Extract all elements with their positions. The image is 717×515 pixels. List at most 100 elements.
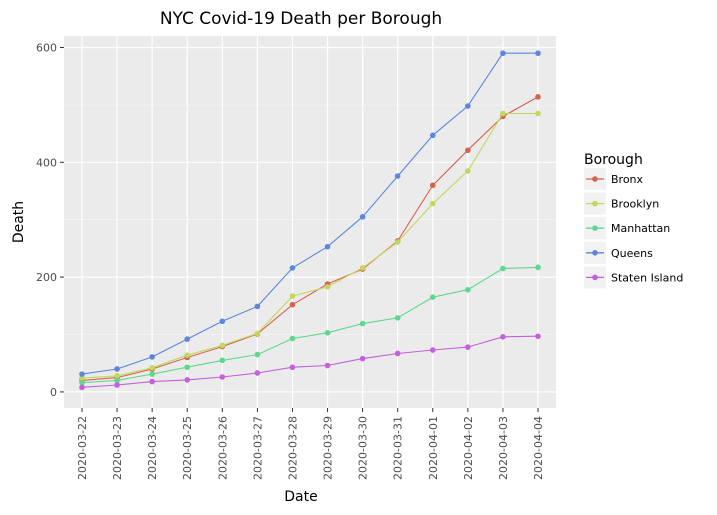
data-point-queens [465, 103, 471, 109]
data-point-bronx [429, 182, 436, 189]
y-axis-title: Death [11, 201, 27, 243]
x-tick-label: 2020-03-29 [322, 416, 335, 480]
data-point-queens [359, 214, 366, 220]
data-point-staten-island [324, 362, 331, 369]
data-point-brooklyn [114, 373, 120, 379]
series-line-staten-island [81, 335, 539, 388]
data-point-queens [79, 371, 85, 377]
data-point-manhattan [149, 371, 155, 377]
chart-title: NYC Covid-19 Death per Borough [160, 9, 442, 29]
data-point-manhattan [465, 286, 471, 293]
legend-key-point [592, 274, 598, 281]
data-point-manhattan [429, 294, 436, 301]
y-tick-label: 200 [36, 271, 57, 284]
data-point-queens [254, 303, 261, 310]
y-tick-label: 0 [50, 386, 57, 399]
data-point-queens [289, 265, 296, 271]
data-point-queens [429, 132, 436, 139]
data-point-manhattan [114, 377, 120, 384]
x-tick-label: 2020-03-23 [111, 416, 124, 480]
grid-lines [64, 36, 556, 408]
x-tick-label: 2020-03-26 [216, 416, 229, 480]
data-point-queens [114, 366, 120, 372]
x-tick-label: 2020-03-25 [181, 416, 194, 480]
x-tick-label: 2020-03-28 [286, 416, 299, 480]
series-manhattan [79, 264, 541, 386]
x-tick-label: 2020-04-01 [427, 416, 440, 480]
series-line-brooklyn [81, 112, 538, 379]
data-point-queens [324, 243, 331, 250]
series-brooklyn [79, 110, 541, 381]
legend-item-queens: Queens [584, 241, 653, 264]
data-point-staten-island [149, 378, 155, 385]
data-point-queens [535, 50, 541, 57]
data-point-manhattan [359, 320, 366, 327]
data-point-queens [500, 50, 506, 57]
data-point-brooklyn [79, 375, 85, 381]
x-axis-title: Date [284, 489, 317, 505]
data-point-brooklyn [359, 265, 366, 271]
data-point-staten-island [535, 333, 541, 340]
legend-key-point [592, 225, 598, 231]
data-point-staten-island [254, 370, 261, 376]
data-point-brooklyn [324, 284, 331, 290]
series-staten-island [79, 333, 541, 391]
data-point-brooklyn [254, 330, 261, 337]
x-tick-label: 2020-03-27 [251, 416, 264, 480]
legend-label: Queens [611, 247, 653, 260]
data-point-manhattan [219, 357, 226, 364]
x-tick-label: 2020-03-24 [146, 416, 159, 480]
legend-label: Brooklyn [611, 198, 659, 211]
legend-item-manhattan: Manhattan [584, 217, 670, 240]
data-point-staten-island [219, 374, 226, 380]
data-point-staten-island [465, 344, 471, 350]
data-point-bronx [289, 301, 296, 308]
data-point-manhattan [535, 264, 541, 271]
legend-key-point [592, 176, 598, 182]
data-point-queens [219, 318, 226, 325]
data-point-manhattan [394, 315, 401, 321]
data-point-queens [394, 173, 401, 179]
legend: Borough Bronx Brooklyn Manhattan Queens Stat… [584, 152, 683, 289]
data-point-staten-island [500, 334, 506, 340]
data-point-bronx [465, 147, 471, 154]
x-tick-label: 2020-04-02 [462, 416, 475, 480]
legend-item-brooklyn: Brooklyn [584, 192, 659, 215]
data-point-manhattan [254, 351, 261, 358]
data-point-staten-island [79, 384, 85, 391]
legend-key-point [592, 250, 598, 256]
data-point-staten-island [114, 382, 120, 388]
data-point-brooklyn [535, 110, 541, 117]
data-point-brooklyn [394, 239, 401, 245]
plot-panel [64, 36, 556, 408]
data-point-manhattan [324, 329, 331, 336]
series-group [79, 50, 541, 391]
data-point-staten-island [289, 364, 296, 371]
x-tick-label: 2020-03-31 [392, 416, 405, 480]
data-point-manhattan [500, 265, 506, 272]
data-point-manhattan [289, 335, 296, 342]
legend-label: Bronx [611, 173, 644, 186]
legend-item-bronx: Bronx [584, 168, 644, 190]
data-point-brooklyn [429, 200, 436, 207]
data-point-queens [184, 336, 191, 342]
data-point-staten-island [394, 350, 401, 357]
data-point-brooklyn [219, 342, 226, 349]
data-point-bronx [535, 94, 541, 100]
data-point-brooklyn [465, 168, 471, 174]
data-point-brooklyn [149, 365, 155, 371]
series-line-queens [81, 52, 538, 375]
x-tick-label: 2020-04-03 [497, 416, 510, 480]
data-point-manhattan [184, 364, 191, 371]
legend-title: Borough [584, 152, 643, 168]
series-line-bronx [81, 96, 539, 381]
legend-item-staten-island: Staten Island [584, 266, 683, 289]
y-tick-label: 600 [36, 41, 57, 54]
y-axis-ticks: 0 200 400 600 [36, 41, 64, 399]
data-point-manhattan [79, 379, 85, 386]
series-line-manhattan [81, 266, 539, 384]
data-point-brooklyn [184, 352, 191, 358]
y-tick-label: 400 [36, 156, 57, 169]
data-point-brooklyn [289, 293, 296, 299]
